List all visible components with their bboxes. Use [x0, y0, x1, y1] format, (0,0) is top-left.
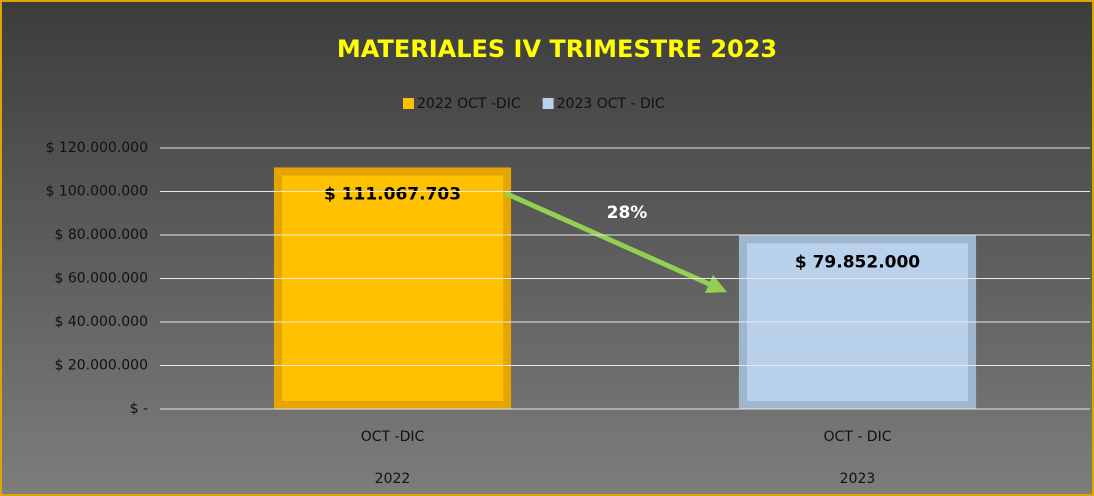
change-arrow — [503, 190, 728, 294]
y-tick-label: $ - — [130, 401, 148, 417]
data-label: $ 111.067.703 — [324, 184, 461, 204]
y-tick-label: $ 120.000.000 — [46, 140, 148, 156]
legend-label: 2023 OCT - DIC — [557, 96, 665, 112]
x-group-label: 2023 — [840, 471, 876, 487]
y-tick-label: $ 60.000.000 — [54, 271, 148, 287]
legend-swatch — [542, 98, 554, 109]
chart-title: MATERIALES IV TRIMESTRE 2023 — [337, 35, 777, 63]
y-tick-label: $ 80.000.000 — [54, 227, 148, 243]
y-tick-label: $ 100.000.000 — [46, 184, 148, 200]
y-tick-label: $ 40.000.000 — [54, 314, 148, 330]
x-tick-label: OCT - DIC — [824, 429, 892, 445]
y-tick-label: $ 20.000.000 — [54, 358, 148, 374]
legend-swatch — [403, 98, 414, 109]
legend-label: 2022 OCT -DIC — [417, 96, 521, 112]
bar — [273, 167, 512, 409]
x-tick-label: OCT -DIC — [361, 429, 425, 445]
annotation: 28% — [607, 203, 648, 223]
x-group-label: 2022 — [375, 471, 411, 487]
data-label: $ 79.852.000 — [795, 252, 920, 272]
